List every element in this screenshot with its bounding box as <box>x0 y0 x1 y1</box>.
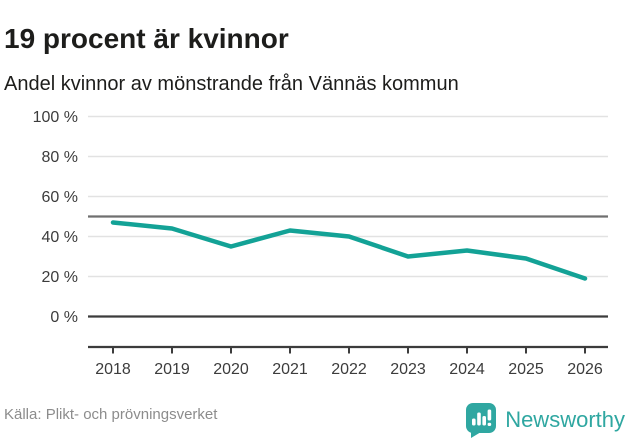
x-tick-label: 2018 <box>95 361 131 378</box>
x-tick-label: 2023 <box>390 361 426 378</box>
y-tick-label: 40 % <box>42 229 78 246</box>
chart-subtitle: Andel kvinnor av mönstrande från Vännäs … <box>4 73 459 95</box>
x-tick-label: 2024 <box>449 361 485 378</box>
chart-title: 19 procent är kvinnor <box>4 22 289 54</box>
x-tick-label: 2019 <box>154 361 190 378</box>
x-tick-label: 2026 <box>567 361 603 378</box>
source-note: Källa: Plikt- och prövningsverket <box>4 406 218 423</box>
newsworthy-logo: Newsworthy <box>465 402 625 438</box>
y-tick-label: 100 % <box>33 109 78 126</box>
x-tick-label: 2022 <box>331 361 367 378</box>
logo-badge <box>466 403 497 438</box>
y-tick-label: 0 % <box>50 309 78 326</box>
brand-name: Newsworthy <box>505 407 625 432</box>
y-tick-label: 20 % <box>42 269 78 286</box>
x-tick-label: 2025 <box>508 361 544 378</box>
x-tick-label: 2020 <box>213 361 249 378</box>
bar-chart-speech-bubble-icon <box>466 403 497 438</box>
line-chart: 0 % 20 % 40 % 60 % 80 % 100 % 2018 2019 2020 2021… <box>33 109 608 378</box>
data-line <box>110 220 588 281</box>
y-tick-label: 60 % <box>42 189 78 206</box>
y-tick-label: 80 % <box>42 149 78 166</box>
x-tick-label: 2021 <box>272 361 308 378</box>
